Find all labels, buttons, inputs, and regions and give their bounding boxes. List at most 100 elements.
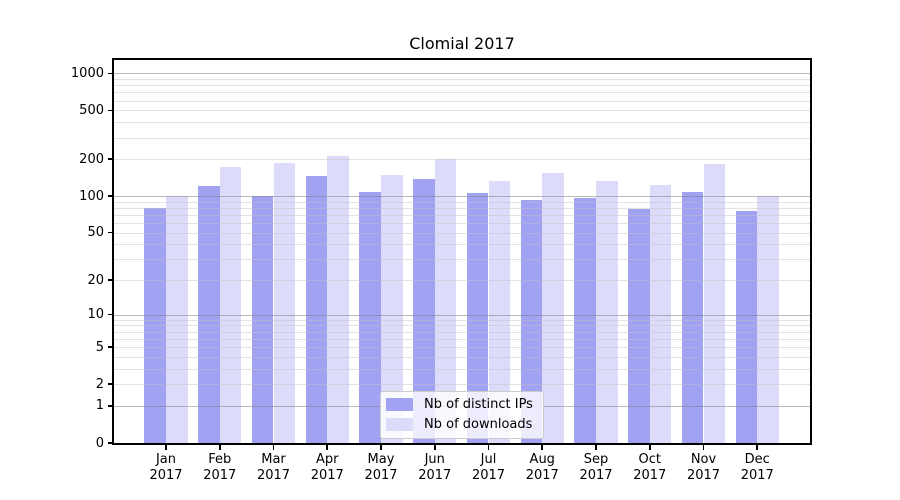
bar-distinct-ips-nov xyxy=(681,192,704,443)
bar-distinct-ips-oct xyxy=(628,208,650,443)
y-tick-label: 1000 xyxy=(70,65,104,81)
bar-downloads-mar xyxy=(273,163,296,443)
y-tick-label: 1 xyxy=(95,398,104,414)
gridline-minor xyxy=(114,347,810,349)
gridline-minor xyxy=(114,338,810,340)
bar-distinct-ips-mar xyxy=(251,196,274,443)
y-tick-mark xyxy=(108,109,113,112)
y-tick-mark xyxy=(108,231,113,234)
legend-swatch-downloads xyxy=(386,418,413,431)
x-tick-mark xyxy=(756,445,759,450)
x-tick-label-apr: Apr 2017 xyxy=(310,452,344,483)
bar-distinct-ips-sep xyxy=(574,197,596,443)
x-tick-mark xyxy=(218,445,221,450)
bar-downloads-may xyxy=(381,175,403,443)
y-tick-mark xyxy=(108,346,113,348)
y-tick-mark xyxy=(108,383,113,385)
gridline-minor xyxy=(114,137,810,139)
y-tick-label: 0 xyxy=(95,435,104,451)
bar-downloads-feb xyxy=(219,167,242,443)
gridline-minor xyxy=(114,325,810,327)
bar-downloads-jun xyxy=(434,159,457,443)
gridline-major xyxy=(114,73,810,75)
gridline-major xyxy=(114,196,810,198)
gridline-minor xyxy=(114,384,810,386)
bar-downloads-nov xyxy=(703,163,726,443)
y-tick-mark xyxy=(108,72,113,75)
gridline-minor xyxy=(114,100,810,102)
legend: Nb of distinct IPs Nb of downloads xyxy=(380,391,544,439)
x-tick-label-jun: Jun 2017 xyxy=(418,452,452,483)
legend-item-downloads: Nb of downloads xyxy=(386,417,533,432)
gridline-minor xyxy=(114,232,810,234)
y-tick-label: 5 xyxy=(95,339,104,355)
gridline-minor xyxy=(114,159,810,161)
x-tick-label-may: May 2017 xyxy=(364,452,398,483)
bar-downloads-apr xyxy=(327,155,349,443)
y-tick-mark xyxy=(108,279,113,281)
gridline-minor xyxy=(114,356,810,358)
x-tick-label-jan: Jan 2017 xyxy=(149,452,183,483)
gridline-minor xyxy=(114,331,810,333)
bar-downloads-dec xyxy=(757,196,779,443)
gridline-minor xyxy=(114,207,810,209)
x-tick-mark xyxy=(326,445,329,450)
gridline-major xyxy=(114,314,810,316)
bar-downloads-jan xyxy=(166,196,188,443)
x-tick-mark xyxy=(595,445,597,450)
legend-label-downloads: Nb of downloads xyxy=(424,417,533,432)
bar-distinct-ips-jan xyxy=(144,207,166,443)
legend-swatch-distinct-ips xyxy=(386,398,413,411)
gridline-minor xyxy=(114,122,810,124)
gridline-minor xyxy=(114,223,810,225)
y-tick-label: 2 xyxy=(95,376,104,392)
x-tick-label-dec: Dec 2017 xyxy=(740,452,774,483)
x-tick-label-feb: Feb 2017 xyxy=(203,452,237,483)
gridline-minor xyxy=(114,85,810,87)
gridline-minor xyxy=(114,368,810,370)
x-tick-mark xyxy=(433,445,436,450)
y-tick-mark xyxy=(108,405,113,407)
gridline-minor xyxy=(114,201,810,203)
x-tick-label-mar: Mar 2017 xyxy=(256,452,291,483)
gridline-minor xyxy=(114,280,810,282)
legend-label-distinct-ips: Nb of distinct IPs xyxy=(424,397,533,412)
x-tick-label-aug: Aug 2017 xyxy=(525,452,559,483)
y-tick-mark xyxy=(108,442,113,444)
gridline-minor xyxy=(114,259,810,261)
bar-downloads-sep xyxy=(596,180,618,443)
gridline-minor xyxy=(114,110,810,112)
y-tick-label: 10 xyxy=(87,307,104,323)
bar-downloads-jul xyxy=(488,180,511,443)
y-tick-label: 100 xyxy=(79,188,104,204)
gridline-minor xyxy=(114,78,810,80)
chart-title: Clomial 2017 xyxy=(409,34,515,53)
x-tick-label-oct: Oct 2017 xyxy=(633,452,667,483)
bar-downloads-aug xyxy=(542,172,564,443)
y-tick-label: 500 xyxy=(79,102,104,118)
x-tick-label-nov: Nov 2017 xyxy=(686,452,721,483)
bar-downloads-oct xyxy=(649,185,672,443)
y-tick-mark xyxy=(108,195,113,197)
bar-distinct-ips-apr xyxy=(305,176,328,443)
bar-distinct-ips-may xyxy=(359,192,381,443)
gridline-minor xyxy=(114,319,810,321)
plot-area: Nb of distinct IPs Nb of downloads xyxy=(114,60,810,443)
x-tick-mark xyxy=(165,445,167,450)
x-tick-mark xyxy=(380,445,382,450)
y-tick-label: 20 xyxy=(87,272,104,288)
gridline-minor xyxy=(114,244,810,246)
gridline-minor xyxy=(114,214,810,216)
gridline-minor xyxy=(114,92,810,94)
x-tick-label-jul: Jul 2017 xyxy=(471,452,506,483)
y-tick-mark xyxy=(108,313,113,316)
bar-distinct-ips-jun xyxy=(413,178,435,443)
x-tick-label-sep: Sep 2017 xyxy=(579,452,613,483)
bar-distinct-ips-jul xyxy=(466,193,489,443)
y-tick-label: 50 xyxy=(87,225,104,241)
y-tick-label: 200 xyxy=(79,151,104,167)
x-tick-mark xyxy=(648,445,651,450)
x-tick-mark xyxy=(541,445,544,450)
bar-distinct-ips-aug xyxy=(520,199,543,443)
